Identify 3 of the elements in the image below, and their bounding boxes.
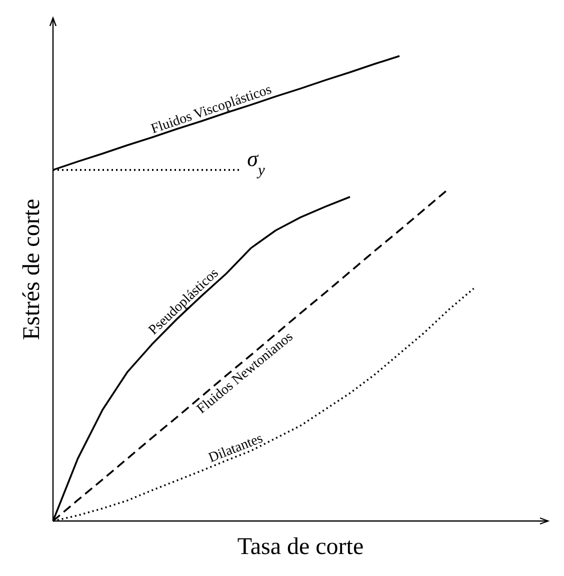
y-axis-title: Estrés de corte [19,198,45,340]
ref-line-label: σ$_{y}$ [247,146,265,178]
x-axis-title: Tasa de corte [237,534,364,560]
